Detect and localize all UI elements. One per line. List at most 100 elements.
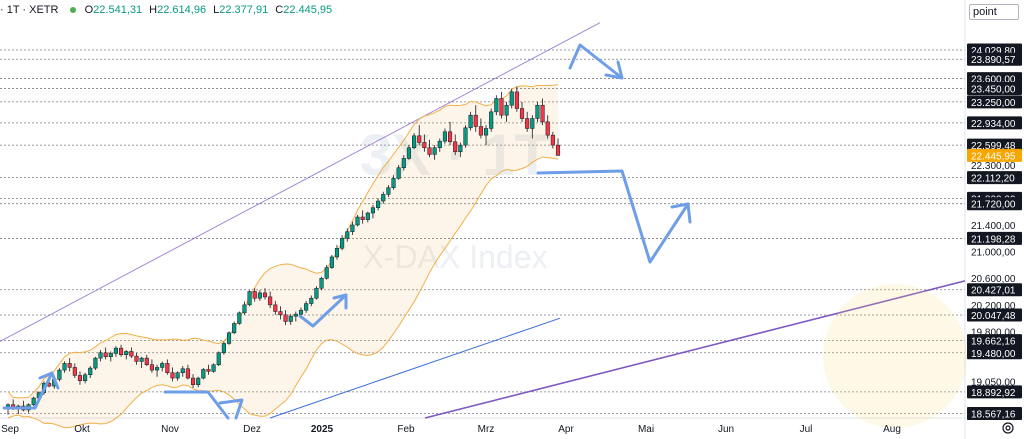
price-label-22: 19.050,00 bbox=[971, 377, 1016, 388]
symbol-interval: · 1T · XETR bbox=[0, 4, 59, 16]
candle bbox=[180, 366, 185, 377]
price-axis-unit[interactable]: point bbox=[969, 4, 1019, 20]
close-label: C bbox=[275, 4, 284, 16]
price-label-24: 18.567,16 bbox=[971, 410, 1016, 421]
candle bbox=[483, 125, 489, 146]
price-label-box-2 bbox=[967, 72, 1022, 86]
price-label-6: 22.599,48 bbox=[971, 141, 1016, 152]
time-tick-label: Sep bbox=[1, 424, 19, 435]
projection-arrow-bottom bbox=[163, 390, 230, 420]
candle bbox=[540, 98, 545, 126]
gear-icon[interactable] bbox=[1001, 421, 1015, 435]
price-label-1: 23.890,57 bbox=[971, 55, 1016, 66]
candle bbox=[448, 121, 453, 146]
candle bbox=[304, 300, 309, 313]
candle bbox=[185, 364, 190, 380]
price-label-15: 20.600,00 bbox=[971, 274, 1016, 285]
candle bbox=[473, 105, 478, 132]
logo-watermark bbox=[823, 284, 967, 428]
price-label-19: 19.800,00 bbox=[971, 327, 1016, 338]
candle bbox=[340, 234, 345, 251]
candle bbox=[334, 244, 340, 260]
candle bbox=[139, 356, 144, 369]
candle bbox=[370, 205, 376, 219]
candle bbox=[489, 108, 494, 132]
trend-line bbox=[269, 317, 561, 419]
price-label-13: 21.198,28 bbox=[971, 234, 1016, 245]
time-tick-label: Feb bbox=[397, 424, 415, 435]
time-tick-label: Jul bbox=[800, 424, 813, 435]
candle bbox=[458, 142, 463, 158]
candle bbox=[499, 91, 504, 119]
candle bbox=[406, 145, 411, 160]
price-label-17: 20.200,00 bbox=[971, 301, 1016, 312]
channel-upper-line bbox=[0, 22, 601, 342]
price-label-box-18 bbox=[967, 308, 1022, 322]
candle bbox=[149, 359, 154, 373]
projection-arrow-mid bbox=[298, 293, 348, 328]
time-tick-label: Mai bbox=[638, 424, 654, 435]
price-label-11: 21.720,00 bbox=[971, 200, 1016, 211]
candle bbox=[550, 131, 555, 149]
price-label-box-13 bbox=[967, 231, 1022, 245]
price-label-0: 24.029,80 bbox=[971, 46, 1016, 57]
time-tick-label: Okt bbox=[74, 424, 90, 435]
projection-arrow-bottom-head bbox=[218, 398, 244, 420]
price-label-box-11 bbox=[967, 197, 1022, 211]
open-label: O bbox=[84, 4, 94, 16]
candle bbox=[504, 101, 509, 122]
price-label-box-24 bbox=[967, 407, 1022, 421]
price-label-23: 18.892,92 bbox=[971, 388, 1016, 399]
projection-arrow-up-head bbox=[604, 60, 624, 80]
price-label-box-6 bbox=[967, 138, 1022, 152]
candle bbox=[350, 221, 355, 235]
candle bbox=[530, 115, 535, 139]
candle bbox=[108, 351, 113, 362]
high-label: H bbox=[149, 4, 158, 16]
candle bbox=[93, 356, 98, 371]
candle bbox=[252, 288, 257, 302]
price-label-box-16 bbox=[967, 283, 1022, 297]
price-label-16: 20.427,01 bbox=[971, 286, 1016, 297]
candle bbox=[242, 301, 247, 315]
candle bbox=[417, 125, 422, 146]
candle bbox=[401, 155, 406, 171]
time-tick-label: Nov bbox=[161, 424, 179, 435]
candle bbox=[329, 254, 334, 269]
candle bbox=[442, 128, 447, 144]
time-tick-label: Jun bbox=[718, 424, 734, 435]
projection-arrow-mid-head bbox=[332, 293, 348, 310]
candle bbox=[345, 228, 350, 242]
candle bbox=[396, 165, 401, 180]
price-label-box-1 bbox=[967, 52, 1022, 66]
candle bbox=[190, 374, 196, 389]
candle bbox=[427, 139, 432, 158]
price-label-4: 23.250,00 bbox=[971, 98, 1016, 109]
price-label-21: 19.480,00 bbox=[971, 349, 1016, 360]
candle bbox=[175, 371, 180, 381]
candle bbox=[463, 125, 468, 148]
close-value: 22.445,95 bbox=[283, 4, 333, 16]
projection-arrow-up bbox=[568, 43, 624, 80]
candle bbox=[165, 359, 170, 375]
candle bbox=[98, 350, 103, 362]
candle bbox=[314, 286, 319, 300]
open-value: 22.541,31 bbox=[93, 4, 143, 16]
candle bbox=[432, 145, 437, 160]
bollinger-upper bbox=[7, 84, 559, 399]
price-label-5: 22.934,00 bbox=[971, 119, 1016, 130]
status-dot bbox=[69, 7, 76, 13]
candle bbox=[309, 295, 314, 307]
candle bbox=[83, 372, 88, 384]
candle bbox=[262, 288, 268, 300]
price-label-18: 20.047,48 bbox=[971, 311, 1016, 322]
candle bbox=[155, 364, 160, 377]
price-label-7: 22.445,95 bbox=[971, 151, 1016, 162]
candle bbox=[293, 311, 298, 322]
projection-arrow-main bbox=[536, 169, 690, 264]
candle bbox=[545, 115, 550, 139]
candle bbox=[206, 364, 211, 375]
price-label-3: 23.450,00 bbox=[971, 85, 1016, 96]
